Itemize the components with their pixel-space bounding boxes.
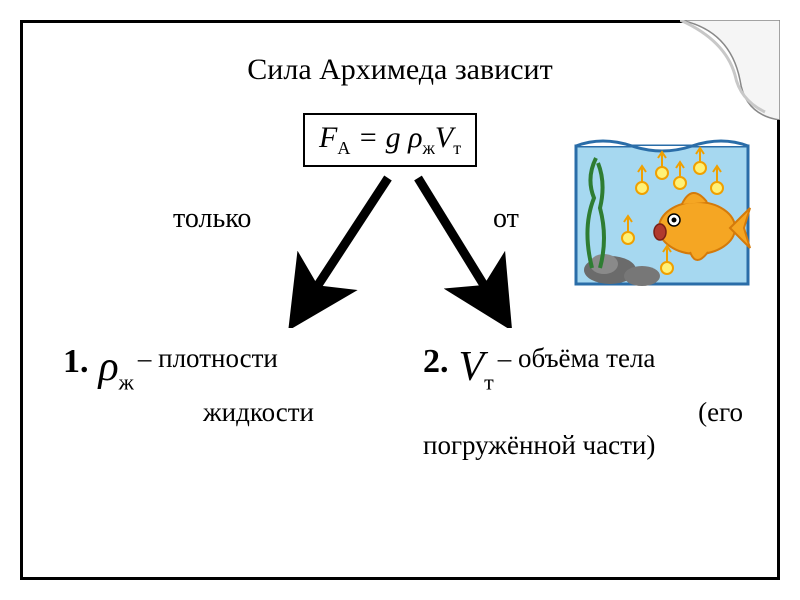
label-only: только xyxy=(173,203,251,235)
formula-V-sub: т xyxy=(453,138,461,158)
formula-lhs-sub: А xyxy=(337,138,350,158)
item2-text3: погружённой части) xyxy=(423,430,763,461)
item-2: 2. Vт – объёма тела (его погружённой час… xyxy=(423,343,763,461)
item2-symbol: Vт xyxy=(459,343,494,395)
item1-number: 1. xyxy=(63,343,89,381)
formula-g: g xyxy=(386,121,409,154)
formula-rho-sub: ж xyxy=(422,138,434,158)
item1-dash: – xyxy=(138,343,158,373)
item1-text2: жидкости xyxy=(63,397,393,428)
item2-text2: (его xyxy=(423,397,763,428)
formula-eq: = xyxy=(350,121,385,154)
formula-V: V xyxy=(435,121,453,154)
item2-dash: – xyxy=(498,343,518,373)
branch-arrows xyxy=(283,168,523,328)
item2-text1: объёма тела xyxy=(518,343,655,373)
item2-number: 2. xyxy=(423,343,449,381)
aquarium-illustration xyxy=(572,128,752,288)
item1-text1: плотности xyxy=(158,343,278,373)
formula-lhs: F xyxy=(319,121,337,154)
item1-symbol: ρж xyxy=(99,343,134,395)
formula-box: FА = g ρжVт xyxy=(303,113,477,167)
item-1: 1. ρж – плотности жидкости xyxy=(63,343,393,428)
diagram-frame: Сила Архимеда зависит FА = g ρжVт только… xyxy=(20,20,780,580)
formula-rho: ρ xyxy=(408,121,422,154)
title: Сила Архимеда зависит xyxy=(23,53,777,87)
